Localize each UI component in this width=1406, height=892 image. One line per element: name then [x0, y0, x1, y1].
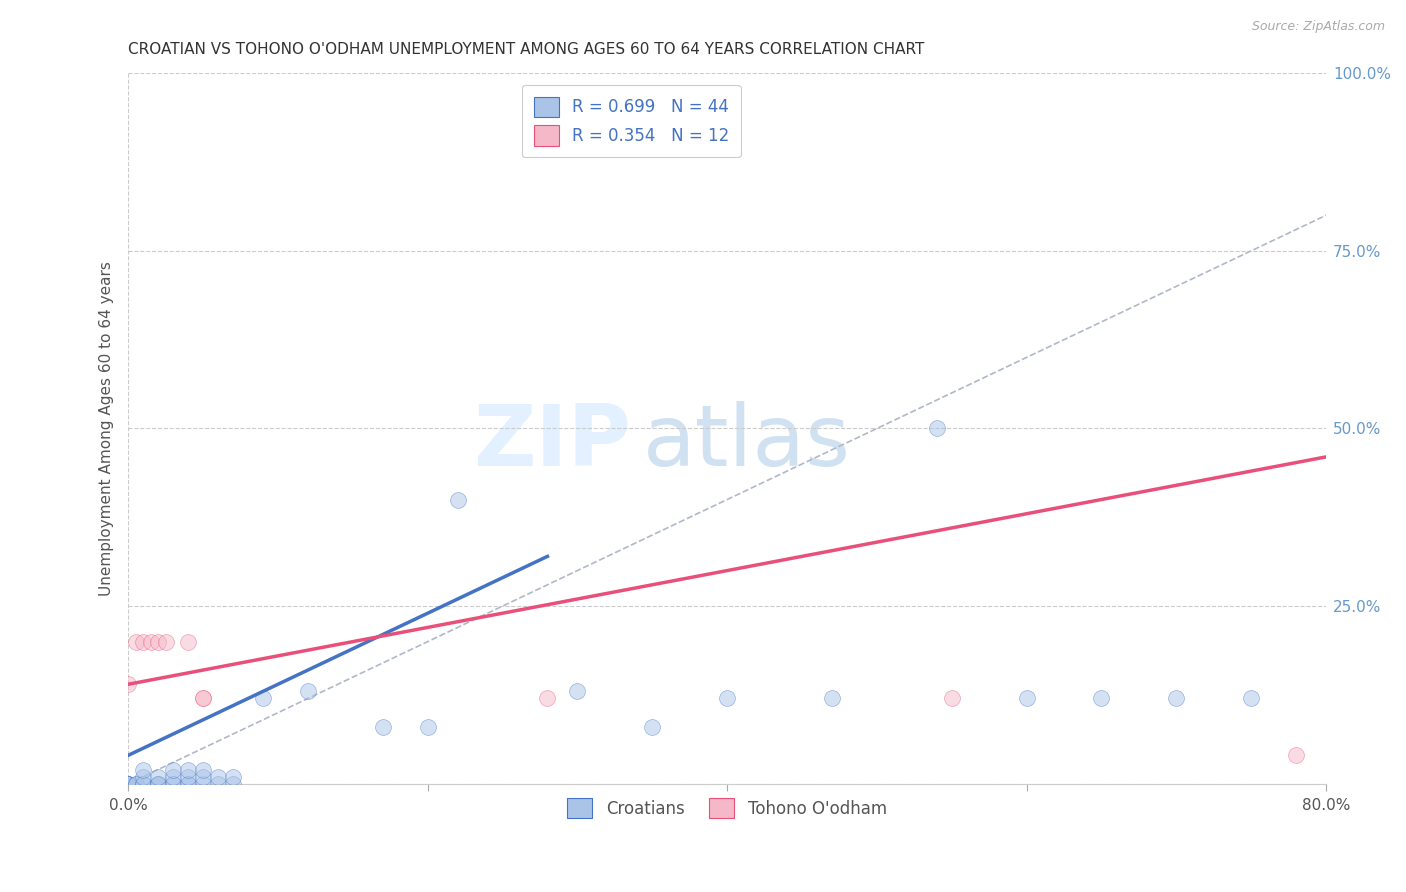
Point — [1166, 691, 1188, 706]
Text: ZIP: ZIP — [474, 401, 631, 484]
Point — [162, 777, 184, 791]
Point — [132, 777, 155, 791]
Point — [148, 777, 170, 791]
Point — [567, 684, 589, 698]
Point — [125, 634, 148, 648]
Point — [132, 770, 155, 784]
Point — [117, 677, 139, 691]
Point — [148, 770, 170, 784]
Point — [125, 777, 148, 791]
Point — [191, 770, 214, 784]
Point — [148, 777, 170, 791]
Point — [941, 691, 963, 706]
Point — [416, 720, 439, 734]
Point — [148, 777, 170, 791]
Point — [132, 777, 155, 791]
Point — [536, 691, 558, 706]
Point — [222, 770, 245, 784]
Point — [207, 777, 229, 791]
Point — [716, 691, 738, 706]
Point — [177, 634, 200, 648]
Point — [191, 777, 214, 791]
Point — [252, 691, 274, 706]
Point — [117, 777, 139, 791]
Point — [139, 634, 162, 648]
Point — [117, 777, 139, 791]
Point — [125, 777, 148, 791]
Point — [162, 777, 184, 791]
Point — [162, 770, 184, 784]
Point — [191, 691, 214, 706]
Point — [1285, 748, 1308, 763]
Point — [222, 777, 245, 791]
Point — [1090, 691, 1112, 706]
Point — [297, 684, 319, 698]
Point — [207, 770, 229, 784]
Point — [132, 763, 155, 777]
Text: atlas: atlas — [644, 401, 851, 484]
Point — [1240, 691, 1263, 706]
Point — [191, 691, 214, 706]
Point — [1015, 691, 1038, 706]
Text: CROATIAN VS TOHONO O'ODHAM UNEMPLOYMENT AMONG AGES 60 TO 64 YEARS CORRELATION CH: CROATIAN VS TOHONO O'ODHAM UNEMPLOYMENT … — [128, 42, 925, 57]
Text: Source: ZipAtlas.com: Source: ZipAtlas.com — [1251, 20, 1385, 33]
Y-axis label: Unemployment Among Ages 60 to 64 years: Unemployment Among Ages 60 to 64 years — [100, 261, 114, 596]
Point — [446, 492, 468, 507]
Legend: Croatians, Tohono O'odham: Croatians, Tohono O'odham — [561, 791, 894, 825]
Point — [155, 634, 177, 648]
Point — [925, 421, 948, 435]
Point — [177, 770, 200, 784]
Point — [117, 777, 139, 791]
Point — [641, 720, 664, 734]
Point — [148, 634, 170, 648]
Point — [177, 763, 200, 777]
Point — [117, 777, 139, 791]
Point — [177, 777, 200, 791]
Point — [162, 763, 184, 777]
Point — [191, 763, 214, 777]
Point — [177, 777, 200, 791]
Point — [132, 634, 155, 648]
Point — [821, 691, 844, 706]
Point — [117, 777, 139, 791]
Point — [371, 720, 394, 734]
